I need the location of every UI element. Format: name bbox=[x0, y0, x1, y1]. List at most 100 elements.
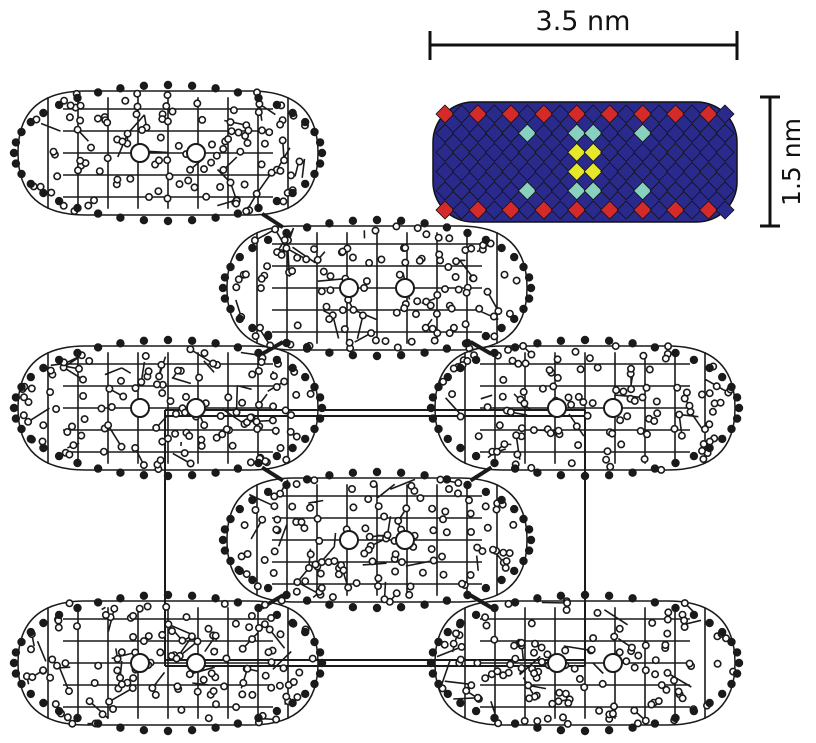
fringe-atom bbox=[187, 81, 197, 91]
atom bbox=[63, 713, 72, 722]
fringe-atom bbox=[254, 203, 263, 213]
atom bbox=[276, 443, 285, 452]
atom bbox=[391, 567, 400, 576]
atom bbox=[129, 632, 138, 641]
atom bbox=[250, 236, 259, 245]
polyhedron bbox=[468, 162, 488, 182]
fringe-atom bbox=[163, 590, 173, 600]
polyhedral-molecule-inset bbox=[432, 101, 738, 223]
atom bbox=[457, 579, 466, 588]
fringe-atom bbox=[17, 424, 26, 434]
fringe-atom bbox=[254, 348, 263, 358]
fringe-atom bbox=[325, 471, 334, 480]
fringe-atom bbox=[650, 343, 660, 352]
atom bbox=[59, 201, 68, 210]
atom bbox=[311, 560, 320, 569]
fringe-atom bbox=[510, 314, 519, 324]
fringe-atom bbox=[510, 566, 519, 576]
atoms bbox=[426, 590, 744, 736]
polyhedron bbox=[633, 142, 653, 162]
polyhedron bbox=[501, 200, 521, 220]
atom bbox=[492, 505, 501, 514]
atom bbox=[481, 674, 490, 683]
atom bbox=[537, 657, 546, 666]
atom bbox=[255, 400, 264, 409]
fringe-atom bbox=[73, 203, 82, 213]
atom bbox=[119, 392, 128, 401]
atom bbox=[549, 382, 558, 391]
fringe-atom bbox=[420, 471, 429, 480]
atom bbox=[138, 126, 147, 135]
fringe-atom bbox=[116, 213, 125, 222]
atom bbox=[619, 387, 628, 396]
atom bbox=[648, 618, 657, 627]
atom bbox=[288, 502, 297, 511]
atom bbox=[622, 657, 631, 666]
fringe-atom bbox=[282, 480, 291, 490]
polyhedron bbox=[567, 200, 587, 220]
polyhedron bbox=[501, 181, 521, 201]
atom bbox=[338, 306, 347, 315]
atom bbox=[187, 632, 196, 641]
atom bbox=[19, 393, 28, 402]
fringe-atom bbox=[235, 252, 245, 262]
atom bbox=[308, 654, 317, 663]
polyhedron bbox=[451, 181, 472, 201]
fringe-atom bbox=[325, 219, 334, 228]
atom bbox=[630, 663, 639, 672]
fringe-atom bbox=[54, 706, 64, 716]
atom bbox=[462, 686, 471, 695]
atom bbox=[248, 370, 257, 379]
fringe-atom bbox=[11, 414, 21, 423]
atom bbox=[141, 351, 150, 360]
fringe-atom bbox=[650, 598, 660, 607]
atom bbox=[157, 360, 166, 369]
polyhedron bbox=[600, 142, 620, 162]
fringe-atom bbox=[396, 216, 406, 226]
atom bbox=[519, 387, 528, 396]
fringe-atom bbox=[233, 598, 243, 607]
atom bbox=[242, 570, 251, 579]
fringe-atom bbox=[524, 546, 534, 555]
atom bbox=[685, 659, 694, 668]
atom bbox=[548, 699, 557, 708]
atom bbox=[267, 683, 276, 692]
fringe-atom bbox=[73, 93, 82, 103]
fringe-atom bbox=[310, 382, 319, 392]
fringe-atom bbox=[420, 348, 429, 357]
fringe-atom bbox=[471, 355, 481, 365]
atom bbox=[190, 183, 199, 192]
fringe-atom bbox=[497, 495, 506, 505]
atom bbox=[391, 550, 400, 559]
polyhedron bbox=[550, 104, 570, 124]
atom bbox=[210, 647, 219, 656]
atom bbox=[280, 377, 289, 386]
fringe-atom bbox=[442, 475, 452, 484]
atom bbox=[392, 308, 401, 317]
atom bbox=[558, 713, 567, 722]
atom bbox=[220, 682, 229, 691]
atom bbox=[505, 309, 514, 318]
atom bbox=[563, 719, 572, 728]
atom bbox=[236, 147, 245, 156]
atom bbox=[445, 329, 454, 338]
atom bbox=[193, 687, 202, 696]
atom bbox=[461, 320, 470, 329]
fringe-atom bbox=[315, 414, 325, 423]
atom bbox=[533, 717, 542, 726]
atom bbox=[209, 687, 218, 696]
atom bbox=[292, 390, 301, 399]
fringe-atom bbox=[510, 464, 520, 473]
fringe-atom bbox=[705, 443, 714, 453]
atom bbox=[276, 166, 285, 175]
fringe-atom bbox=[428, 393, 438, 402]
atom bbox=[438, 515, 447, 524]
atom bbox=[645, 365, 654, 374]
vertical-scale-bar bbox=[760, 95, 780, 228]
polyhedron bbox=[649, 104, 669, 124]
fringe-atom bbox=[734, 403, 744, 413]
atom bbox=[543, 714, 552, 723]
atom bbox=[322, 302, 331, 311]
atom bbox=[267, 168, 276, 177]
atom bbox=[697, 390, 706, 399]
